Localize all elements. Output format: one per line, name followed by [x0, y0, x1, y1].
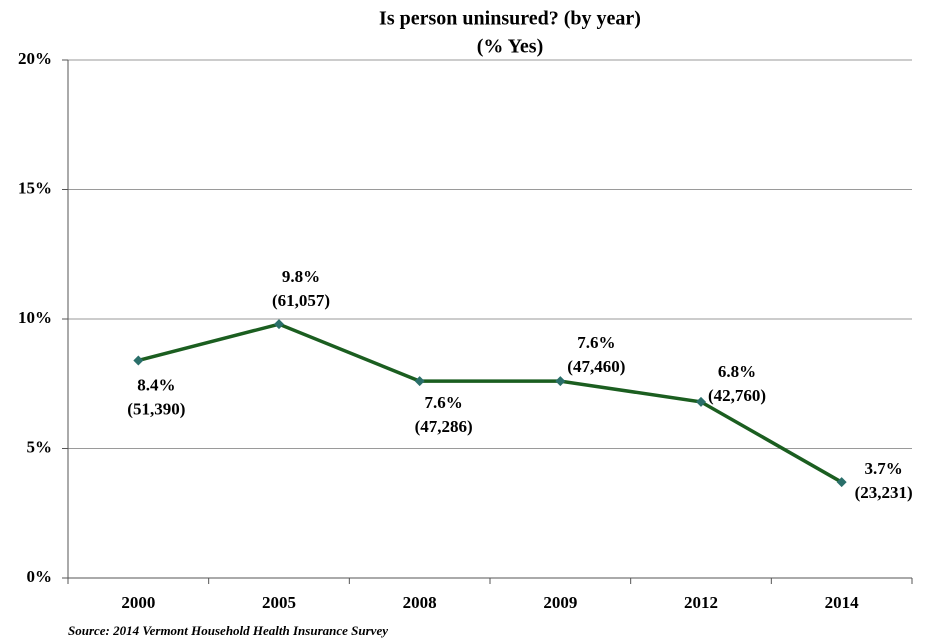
data-label: 3.7%	[865, 459, 903, 478]
x-tick-label: 2005	[262, 593, 296, 612]
data-count-label: (42,760)	[708, 386, 766, 405]
data-line	[137, 322, 843, 484]
data-count-label: (51,390)	[127, 399, 185, 418]
data-count-label: (23,231)	[855, 483, 913, 502]
data-label: 7.6%	[425, 393, 463, 412]
y-tick-label: 10%	[18, 308, 52, 327]
data-marker	[274, 319, 284, 330]
data-count-label: (61,057)	[272, 291, 330, 310]
x-tick-label: 2008	[403, 593, 437, 612]
data-label: 7.6%	[577, 333, 615, 352]
x-tick-label: 2014	[825, 593, 860, 612]
data-marker	[555, 376, 566, 387]
chart-title: Is person uninsured? (by year)	[379, 8, 641, 30]
y-tick-label: 5%	[27, 437, 53, 456]
data-marker	[696, 396, 706, 407]
data-label: 8.4%	[137, 375, 175, 394]
data-count-label: (47,286)	[415, 417, 473, 436]
data-label: 6.8%	[718, 362, 756, 381]
y-tick-label: 0%	[27, 567, 53, 586]
data-marker	[414, 376, 425, 387]
source-note: Source: 2014 Vermont Household Health In…	[68, 623, 388, 638]
data-count-label: (47,460)	[567, 357, 625, 376]
x-tick-label: 2012	[684, 593, 718, 612]
x-tick-label: 2009	[543, 593, 577, 612]
data-marker	[133, 355, 144, 366]
x-tick-label: 2000	[121, 593, 155, 612]
chart-subtitle: (% Yes)	[477, 36, 543, 58]
data-label: 9.8%	[282, 267, 320, 286]
y-tick-label: 20%	[18, 49, 52, 68]
data-marker	[836, 477, 847, 488]
y-tick-label: 15%	[18, 178, 52, 197]
